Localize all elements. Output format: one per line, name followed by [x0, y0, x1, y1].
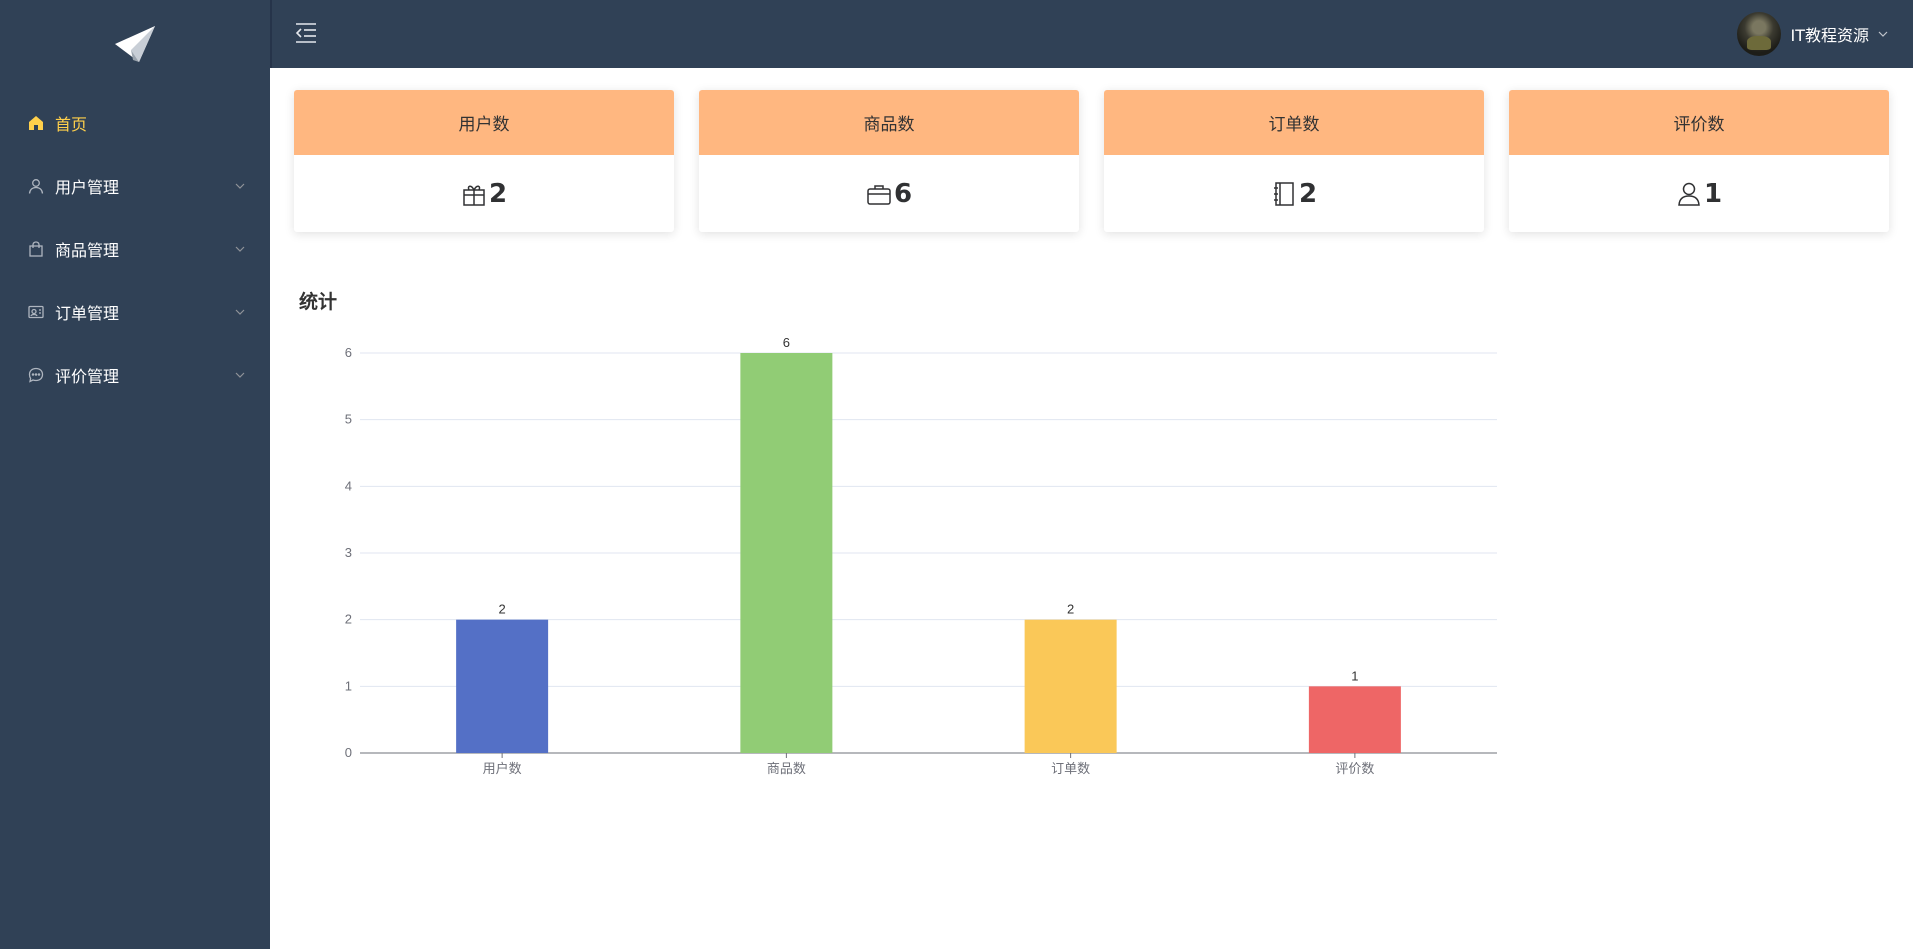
paper-plane-icon[interactable]	[113, 24, 157, 64]
y-tick-label: 1	[345, 678, 352, 693]
y-tick-label: 6	[345, 345, 352, 360]
sidebar: 首页 用户管理 商品管理 订单管理 评价管理	[0, 0, 270, 949]
stat-card-orders: 订单数 2	[1104, 90, 1484, 232]
sidebar-item-user-management[interactable]: 用户管理	[0, 154, 270, 217]
bar	[740, 353, 833, 753]
sidebar-item-order-management[interactable]: 订单管理	[0, 280, 270, 343]
x-tick-label: 用户数	[483, 761, 522, 776]
chevron-down-icon	[235, 246, 245, 252]
chevron-down-icon[interactable]	[1877, 28, 1889, 40]
sidebar-menu: 首页 用户管理 商品管理 订单管理 评价管理	[0, 91, 270, 406]
chevron-down-icon	[235, 372, 245, 378]
user-icon	[27, 177, 45, 195]
sidebar-item-label: 用户管理	[55, 177, 120, 197]
y-tick-label: 3	[345, 545, 352, 560]
stat-card-label: 订单数	[1104, 90, 1484, 155]
stat-card-users: 用户数 2	[294, 90, 674, 232]
briefcase-icon	[866, 181, 892, 207]
bar-chart: 0 1 2 3 4 5 6 2 用户数 6 商品数 2 订单数 1 评价数	[345, 335, 1497, 776]
sidebar-item-review-management[interactable]: 评价管理	[0, 343, 270, 406]
stat-card-label: 评价数	[1509, 90, 1889, 155]
y-tick-label: 0	[345, 745, 352, 760]
user-dropdown[interactable]: IT教程资源	[1736, 12, 1890, 56]
stat-card-label: 用户数	[294, 90, 674, 155]
avatar[interactable]	[1736, 12, 1781, 56]
menu-fold-icon[interactable]	[294, 21, 318, 45]
x-tick-label: 商品数	[767, 761, 806, 776]
chart-title: 统计	[299, 291, 338, 313]
top-header: IT教程资源	[270, 0, 1913, 68]
stat-card-value: 1	[1703, 178, 1723, 209]
order-icon	[27, 303, 45, 321]
sidebar-item-label: 首页	[55, 114, 88, 134]
bar	[456, 619, 549, 753]
stat-card-value: 2	[1298, 178, 1318, 209]
shopping-bag-icon	[27, 240, 45, 258]
y-tick-label: 5	[345, 412, 352, 427]
stat-card-label: 商品数	[699, 90, 1079, 155]
x-tick-label: 评价数	[1335, 761, 1374, 776]
sidebar-item-home[interactable]: 首页	[0, 91, 270, 154]
stat-card-reviews: 评价数 1	[1509, 90, 1889, 232]
data-label: 1	[1351, 668, 1358, 683]
sidebar-item-label: 商品管理	[55, 240, 120, 260]
home-icon	[27, 114, 45, 132]
sidebar-item-product-management[interactable]: 商品管理	[0, 217, 270, 280]
data-label: 6	[783, 335, 790, 350]
chat-bubble-icon	[27, 366, 45, 384]
y-tick-label: 4	[345, 478, 352, 493]
chevron-down-icon	[235, 183, 245, 189]
sidebar-item-label: 评价管理	[55, 366, 120, 386]
x-tick-label: 订单数	[1051, 761, 1090, 776]
stat-card-value: 6	[893, 178, 913, 209]
bar	[1024, 619, 1117, 753]
data-label: 2	[1067, 602, 1074, 617]
notebook-icon	[1271, 181, 1297, 207]
chevron-down-icon	[235, 309, 245, 315]
stat-card-products: 商品数 6	[699, 90, 1079, 232]
user-icon	[1676, 181, 1702, 207]
stat-card-value: 2	[488, 178, 508, 209]
y-tick-label: 2	[345, 612, 352, 627]
gift-icon	[461, 181, 487, 207]
sidebar-item-label: 订单管理	[55, 303, 120, 323]
data-label: 2	[499, 602, 506, 617]
bar	[1308, 686, 1401, 753]
username[interactable]: IT教程资源	[1790, 26, 1870, 45]
